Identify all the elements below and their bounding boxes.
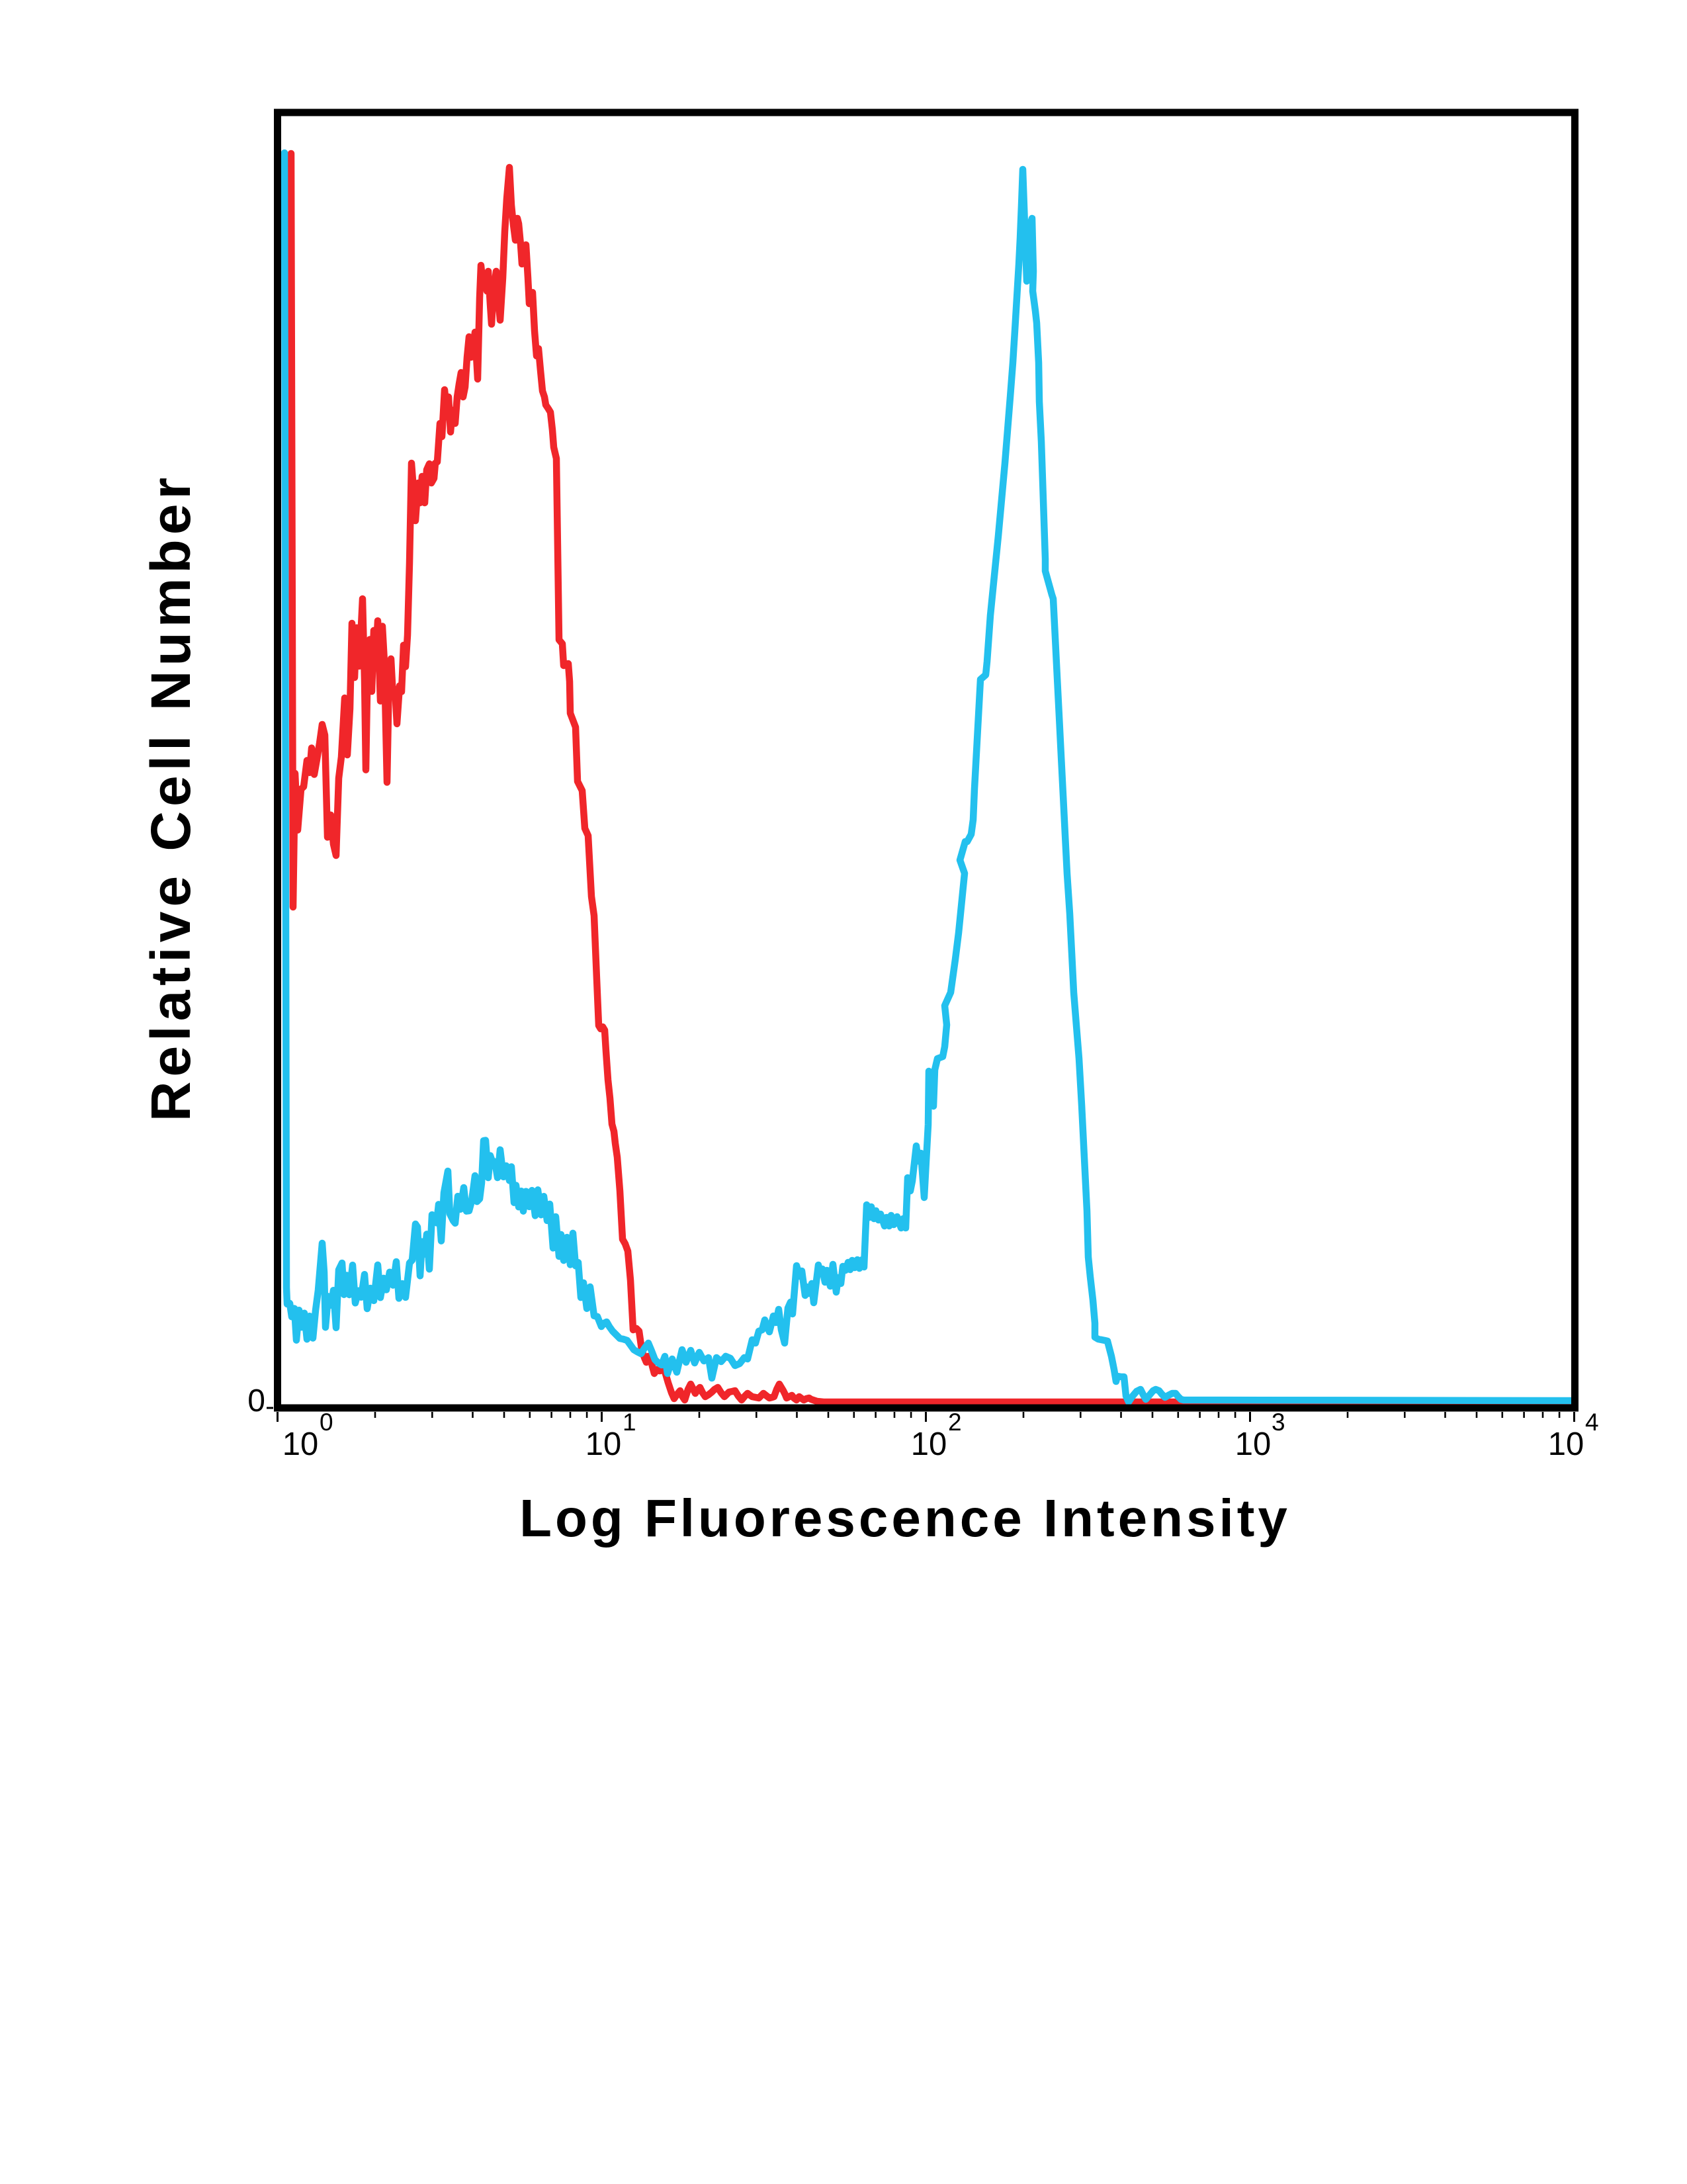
svg-text:10: 10 — [1548, 1426, 1584, 1462]
svg-text:3: 3 — [1272, 1409, 1285, 1436]
svg-text:4: 4 — [1585, 1409, 1599, 1436]
svg-text:0: 0 — [320, 1409, 333, 1436]
svg-text:10: 10 — [282, 1426, 319, 1462]
svg-text:Relative Cell Number: Relative Cell Number — [140, 473, 202, 1121]
svg-text:10: 10 — [1235, 1426, 1272, 1462]
svg-text:2: 2 — [948, 1409, 962, 1436]
svg-text:10: 10 — [585, 1426, 622, 1462]
svg-text:Log Fluorescence Intensity: Log Fluorescence Intensity — [519, 1489, 1291, 1548]
svg-text:1: 1 — [623, 1409, 636, 1436]
svg-text:0: 0 — [247, 1383, 265, 1419]
svg-text:10: 10 — [911, 1426, 947, 1462]
